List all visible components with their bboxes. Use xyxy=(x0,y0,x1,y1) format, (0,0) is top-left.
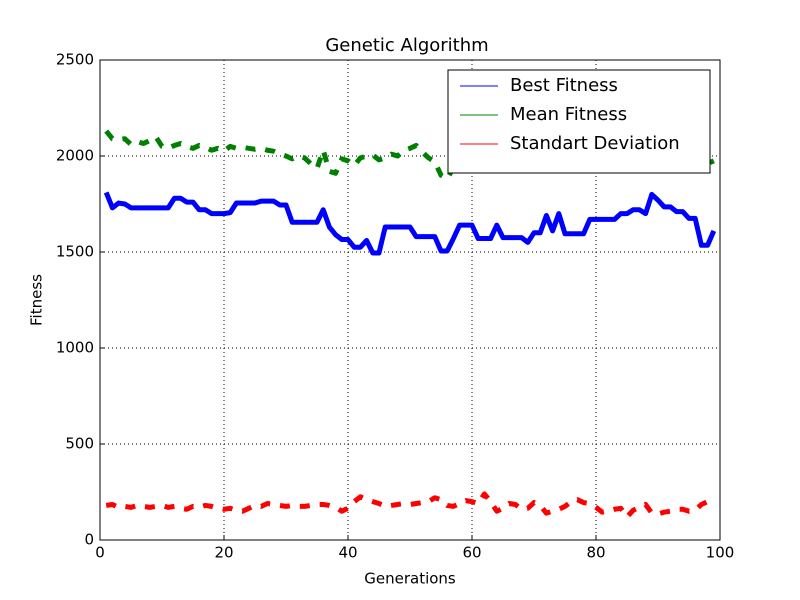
y-tick-label: 2500 xyxy=(56,51,94,69)
y-tick-label: 1500 xyxy=(56,243,94,261)
y-tick-label: 2000 xyxy=(56,147,94,165)
y-axis-label: Fitness xyxy=(28,274,46,326)
legend-box xyxy=(447,69,711,174)
y-tick-label: 0 xyxy=(84,531,94,549)
legend-label: Mean Fitness xyxy=(510,104,627,125)
legend: Best Fitness Mean Fitness Standart Deviati… xyxy=(447,69,711,174)
chart-title: Genetic Algorithm xyxy=(325,35,488,56)
x-tick-label: 60 xyxy=(462,544,481,562)
x-tick-label: 20 xyxy=(214,544,233,562)
y-tick-label: 500 xyxy=(65,435,94,453)
x-tick-label: 100 xyxy=(706,544,735,562)
x-tick-label: 0 xyxy=(95,544,105,562)
axes-frame xyxy=(99,59,721,541)
legend-label: Standart Deviation xyxy=(510,133,680,154)
legend-label: Best Fitness xyxy=(510,75,618,96)
series-line xyxy=(103,191,717,256)
series-line xyxy=(105,491,716,520)
y-tick-label: 1000 xyxy=(56,339,94,357)
x-tick-label: 40 xyxy=(338,544,357,562)
x-axis-label: Generations xyxy=(364,570,456,588)
x-tick-label: 80 xyxy=(586,544,605,562)
